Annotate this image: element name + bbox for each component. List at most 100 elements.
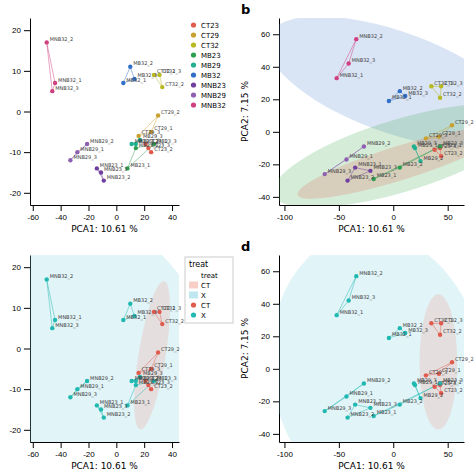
legend-label: MB29 xyxy=(201,62,221,70)
point-label: CT29_2 xyxy=(161,346,180,353)
point-label: CT32_2 xyxy=(443,328,462,335)
point xyxy=(99,170,103,174)
group-link xyxy=(47,279,53,328)
point xyxy=(149,150,153,154)
x-axis-line xyxy=(31,442,180,443)
point xyxy=(432,385,436,389)
y-axis: -20-1001020 xyxy=(9,256,30,443)
legend-title: treat xyxy=(189,260,208,269)
y-tick-label: -20 xyxy=(9,189,21,198)
y-tick-mark xyxy=(24,389,30,390)
point-label: MB29_3 xyxy=(143,133,163,140)
point-label: CT29_1 xyxy=(442,130,461,137)
x-tick-mark xyxy=(284,205,285,211)
x-tick-mark xyxy=(448,442,449,448)
point xyxy=(128,65,132,69)
point-label: CT32_2 xyxy=(165,81,184,88)
x-tick-label: 0 xyxy=(115,213,120,222)
y-tick-label: 20 xyxy=(12,263,21,272)
point xyxy=(438,95,442,99)
x-tick: 50 xyxy=(444,442,453,459)
y-tick-mark xyxy=(24,430,30,431)
x-axis-title: PCA1: 10.61 % xyxy=(71,224,138,234)
x-tick-mark xyxy=(393,442,394,448)
y-tick-label: -20 xyxy=(258,160,270,169)
y-tick-mark xyxy=(24,349,30,350)
point xyxy=(438,332,442,336)
point xyxy=(45,277,49,281)
y-tick-label: -40 xyxy=(258,430,270,439)
point xyxy=(156,350,160,354)
point-label: MB23_3 xyxy=(443,140,463,147)
x-axis-title: PCA1: 10.61 % xyxy=(338,461,405,471)
point xyxy=(128,302,132,306)
y-tick-label: -10 xyxy=(9,148,21,157)
point-label: MNB23_3 xyxy=(104,403,128,410)
ellipse xyxy=(295,114,464,205)
x-axis-line xyxy=(280,442,465,443)
point-label: MNB29_1 xyxy=(80,146,104,153)
x-tick-mark xyxy=(33,442,34,448)
point xyxy=(344,394,348,398)
point xyxy=(368,169,372,173)
point-labels: CT23_1CT23_2CT23_3CT29_2CT29_3CT29_1CT32… xyxy=(328,33,474,181)
x-tick: 0 xyxy=(115,205,120,222)
y-tick: -10 xyxy=(9,148,30,157)
point xyxy=(398,402,402,406)
point-label: MB23_2 xyxy=(139,379,159,386)
legend-swatch xyxy=(189,292,198,299)
x-tick-label: 50 xyxy=(444,213,453,222)
x-tick-mark xyxy=(61,205,62,211)
point-label: CT32_2 xyxy=(443,91,462,98)
x-tick-label: -50 xyxy=(334,213,346,222)
point-label: MNB23_2 xyxy=(351,411,375,418)
x-tick-mark xyxy=(172,442,173,448)
point xyxy=(344,157,348,161)
legend-label: MNB32 xyxy=(201,102,226,110)
point xyxy=(95,166,99,170)
point-label: MNB29_3 xyxy=(328,405,352,412)
y-tick-label: -20 xyxy=(258,397,270,406)
x-tick-mark xyxy=(88,205,89,211)
legend-label: X xyxy=(201,312,206,320)
x-tick-label: 20 xyxy=(140,213,149,222)
legend-label: X xyxy=(201,292,206,300)
point-label: MB32_3 xyxy=(408,327,428,334)
panel-label: b xyxy=(241,2,250,17)
point-label: CT32_3 xyxy=(444,317,463,324)
x-tick: 20 xyxy=(140,205,149,222)
y-tick-mark xyxy=(24,152,30,153)
ellipse xyxy=(127,265,177,442)
point xyxy=(354,274,358,278)
ellipse xyxy=(279,82,464,205)
x-axis: -60-40-2002040 xyxy=(28,442,180,459)
plot-area xyxy=(30,255,179,442)
y-tick-mark xyxy=(24,71,30,72)
point-label: MB23_1 xyxy=(377,409,397,416)
point-label: MNB23_3 xyxy=(373,164,397,171)
point xyxy=(45,40,49,44)
legend-marker xyxy=(191,82,196,87)
x-axis-line xyxy=(31,205,180,206)
point-label: MB23_1 xyxy=(130,162,150,169)
y-tick-mark xyxy=(273,434,279,435)
point-label: MNB32_3 xyxy=(55,322,79,329)
y-tick-label: 0 xyxy=(17,108,22,117)
y-tick: -40 xyxy=(258,430,279,439)
y-tick: 20 xyxy=(261,332,279,341)
point xyxy=(368,406,372,410)
legend-label: MB23 xyxy=(201,52,221,60)
point-label: MNB23_2 xyxy=(107,174,131,181)
x-tick-mark xyxy=(116,205,117,211)
ellipse xyxy=(279,255,464,442)
y-tick-label: 60 xyxy=(261,30,270,39)
point-label: MNB32_1 xyxy=(340,309,364,316)
point-label: MNB29_3 xyxy=(73,391,97,398)
x-tick: -20 xyxy=(83,442,95,459)
y-tick: 10 xyxy=(12,67,30,76)
y-tick-mark xyxy=(273,369,279,370)
y-tick-mark xyxy=(24,193,30,194)
legend-marker xyxy=(191,62,196,67)
y-tick-label: -10 xyxy=(9,385,21,394)
point xyxy=(160,85,164,89)
